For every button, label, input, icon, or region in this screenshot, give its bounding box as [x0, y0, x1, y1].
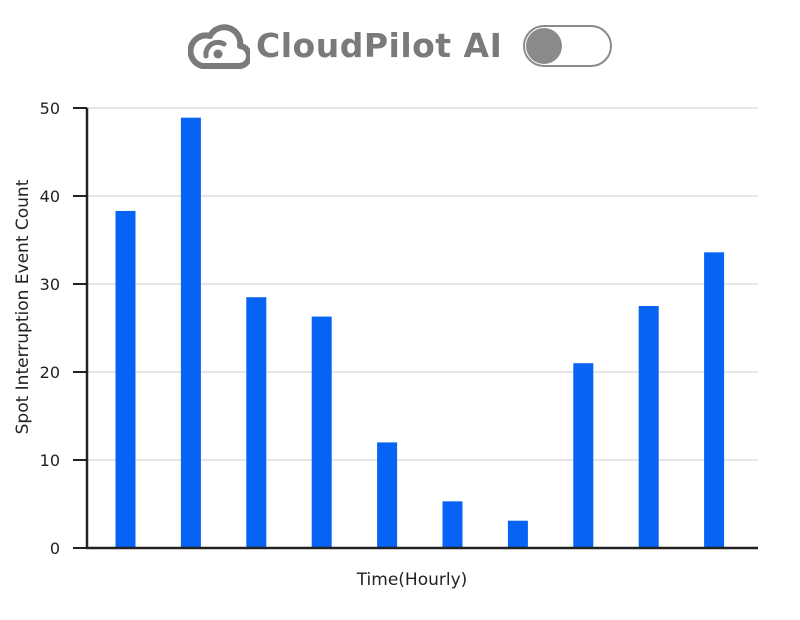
y-tick-label: 40: [40, 187, 60, 206]
header: CloudPilot AI: [0, 0, 800, 90]
y-axis-label: Spot Interruption Event Count: [13, 179, 33, 434]
bar: [573, 363, 594, 548]
y-tick-label: 30: [40, 275, 60, 294]
bar: [180, 117, 201, 549]
theme-toggle[interactable]: [523, 25, 612, 67]
y-tick-label: 0: [50, 539, 60, 558]
y-tick-label: 50: [40, 99, 60, 118]
bar: [704, 252, 725, 548]
cloud-gauge-icon: [188, 24, 250, 70]
brand-name: CloudPilot AI: [256, 26, 503, 65]
bar: [638, 306, 659, 548]
bar: [442, 501, 463, 548]
x-axis-label: Time(Hourly): [356, 570, 468, 590]
y-tick-label: 20: [40, 363, 60, 382]
toggle-knob: [526, 28, 562, 64]
bar: [377, 442, 398, 548]
bar: [246, 297, 267, 548]
bars: [115, 117, 725, 549]
bar: [507, 520, 528, 548]
bar: [311, 316, 332, 548]
bar: [115, 210, 136, 548]
y-axis-ticks: 0 10 20 30 40 50: [40, 99, 87, 558]
y-tick-label: 10: [40, 451, 60, 470]
